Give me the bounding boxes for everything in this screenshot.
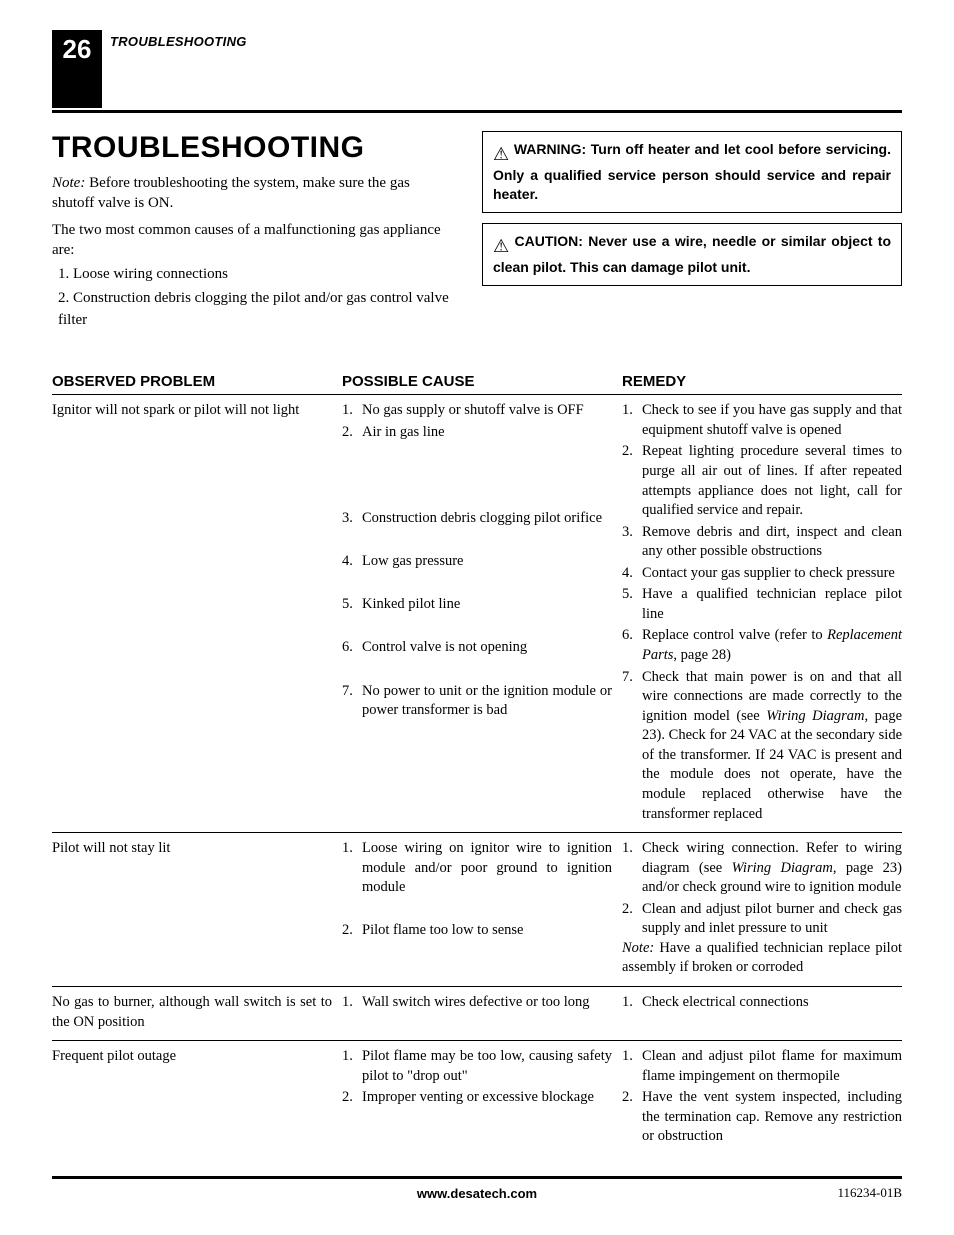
cause-item: 5.Kinked pilot line: [342, 595, 612, 615]
section-label: TROUBLESHOOTING: [110, 30, 247, 49]
footer-url: www.desatech.com: [417, 1186, 537, 1201]
footer-docnum: 116234-01B: [837, 1185, 902, 1201]
header-rule: [52, 110, 902, 113]
remedy-item: 2.Have the vent system inspected, includ…: [622, 1088, 902, 1147]
problem-cell: No gas to burner, although wall switch i…: [52, 993, 342, 1032]
table-row: No gas to burner, although wall switch i…: [52, 987, 902, 1041]
remedy-item: 5.Have a qualified technician replace pi…: [622, 585, 902, 624]
cause-cell: 1.Loose wiring on ignitor wire to igniti…: [342, 839, 622, 978]
cause-item: 3.Construction debris clogging pilot ori…: [342, 509, 612, 529]
remedy-item: 3.Remove debris and dirt, inspect and cl…: [622, 523, 902, 562]
remedy-cell: 1.Check electrical connections: [622, 993, 902, 1032]
cause-item: 2.Air in gas line: [342, 423, 612, 443]
remedy-cell: 1.Check to see if you have gas supply an…: [622, 401, 902, 824]
cause-cell: 1.Wall switch wires defective or too lon…: [342, 993, 622, 1032]
cause-item: 6.Control valve is not opening: [342, 638, 612, 658]
intro-right: ⚠WARNING: Turn off heater and let cool b…: [482, 131, 902, 333]
page-number-badge: 26: [52, 30, 102, 108]
cause-item: 1.Wall switch wires defective or too lon…: [342, 993, 612, 1013]
remedy-item: 1.Check to see if you have gas supply an…: [622, 401, 902, 440]
remedy-item: 1.Clean and adjust pilot flame for maxim…: [622, 1047, 902, 1086]
cause-item: [342, 574, 612, 594]
table-body: Ignitor will not spark or pilot will not…: [52, 395, 902, 1155]
cause-item: [342, 466, 612, 486]
intro-columns: TROUBLESHOOTING Note: Before troubleshoo…: [52, 131, 902, 333]
cause-item: 4.Low gas pressure: [342, 552, 612, 572]
troubleshooting-table: OBSERVED PROBLEM POSSIBLE CAUSE REMEDY I…: [52, 373, 902, 1155]
remedy-cell: 1.Clean and adjust pilot flame for maxim…: [622, 1047, 902, 1147]
remedy-item: 6.Replace control valve (refer to Replac…: [622, 626, 902, 665]
caution-text: CAUTION: Never use a wire, needle or sim…: [493, 233, 891, 275]
caution-box: ⚠CAUTION: Never use a wire, needle or si…: [482, 223, 902, 286]
note-label: Note:: [52, 175, 85, 191]
table-header-row: OBSERVED PROBLEM POSSIBLE CAUSE REMEDY: [52, 373, 902, 395]
intro-left: TROUBLESHOOTING Note: Before troubleshoo…: [52, 131, 452, 333]
cause-item: [342, 488, 612, 508]
warning-text: WARNING: Turn off heater and let cool be…: [493, 141, 891, 202]
intro-text: The two most common causes of a malfunct…: [52, 220, 452, 261]
cause-item: 2.Improper venting or excessive blockage: [342, 1088, 612, 1108]
caution-icon: ⚠: [493, 236, 511, 256]
page-title: TROUBLESHOOTING: [52, 131, 452, 165]
problem-cell: Pilot will not stay lit: [52, 839, 342, 978]
cause-item: [342, 660, 612, 680]
remedy-item: 1.Check wiring connection. Refer to wiri…: [622, 839, 902, 898]
page-footer: www.desatech.com 116234-01B: [52, 1176, 902, 1201]
remedy-item: 4.Contact your gas supplier to check pre…: [622, 564, 902, 584]
intro-note: Note: Before troubleshooting the system,…: [52, 173, 452, 214]
cause-item: 1.Loose wiring on ignitor wire to igniti…: [342, 839, 612, 898]
footer-rule: [52, 1176, 902, 1179]
note-text: Before troubleshooting the system, make …: [52, 175, 410, 211]
cause-item: [342, 444, 612, 464]
remedy-item: 2.Clean and adjust pilot burner and chec…: [622, 900, 902, 939]
remedy-item: 1.Check electrical connections: [622, 993, 902, 1013]
col-header-problem: OBSERVED PROBLEM: [52, 373, 342, 390]
intro-list-item: 2. Construction debris clogging the pilo…: [58, 288, 452, 332]
remedy-cell: 1.Check wiring connection. Refer to wiri…: [622, 839, 902, 978]
intro-list: 1. Loose wiring connections 2. Construct…: [52, 264, 452, 331]
problem-cell: Frequent pilot outage: [52, 1047, 342, 1147]
warning-icon: ⚠: [493, 144, 510, 164]
cause-item: 1.Pilot flame may be too low, causing sa…: [342, 1047, 612, 1086]
warning-box: ⚠WARNING: Turn off heater and let cool b…: [482, 131, 902, 213]
cause-item: 1.No gas supply or shutoff valve is OFF: [342, 401, 612, 421]
cause-item: 2.Pilot flame too low to sense: [342, 921, 612, 941]
problem-cell: Ignitor will not spark or pilot will not…: [52, 401, 342, 824]
intro-list-item: 1. Loose wiring connections: [58, 264, 452, 286]
table-row: Ignitor will not spark or pilot will not…: [52, 395, 902, 833]
remedy-note: Note: Have a qualified technician replac…: [622, 939, 902, 978]
cause-item: [342, 900, 612, 920]
col-header-remedy: REMEDY: [622, 373, 902, 390]
table-row: Pilot will not stay lit1.Loose wiring on…: [52, 833, 902, 987]
page-header: 26 TROUBLESHOOTING: [52, 30, 902, 108]
cause-item: [342, 617, 612, 637]
remedy-item: 7.Check that main power is on and that a…: [622, 668, 902, 825]
remedy-item: 2.Repeat lighting procedure several time…: [622, 442, 902, 520]
table-row: Frequent pilot outage1.Pilot flame may b…: [52, 1041, 902, 1155]
cause-item: 7.No power to unit or the ignition modul…: [342, 682, 612, 721]
cause-item: [342, 531, 612, 551]
col-header-cause: POSSIBLE CAUSE: [342, 373, 622, 390]
cause-cell: 1.Pilot flame may be too low, causing sa…: [342, 1047, 622, 1147]
cause-cell: 1.No gas supply or shutoff valve is OFF2…: [342, 401, 622, 824]
